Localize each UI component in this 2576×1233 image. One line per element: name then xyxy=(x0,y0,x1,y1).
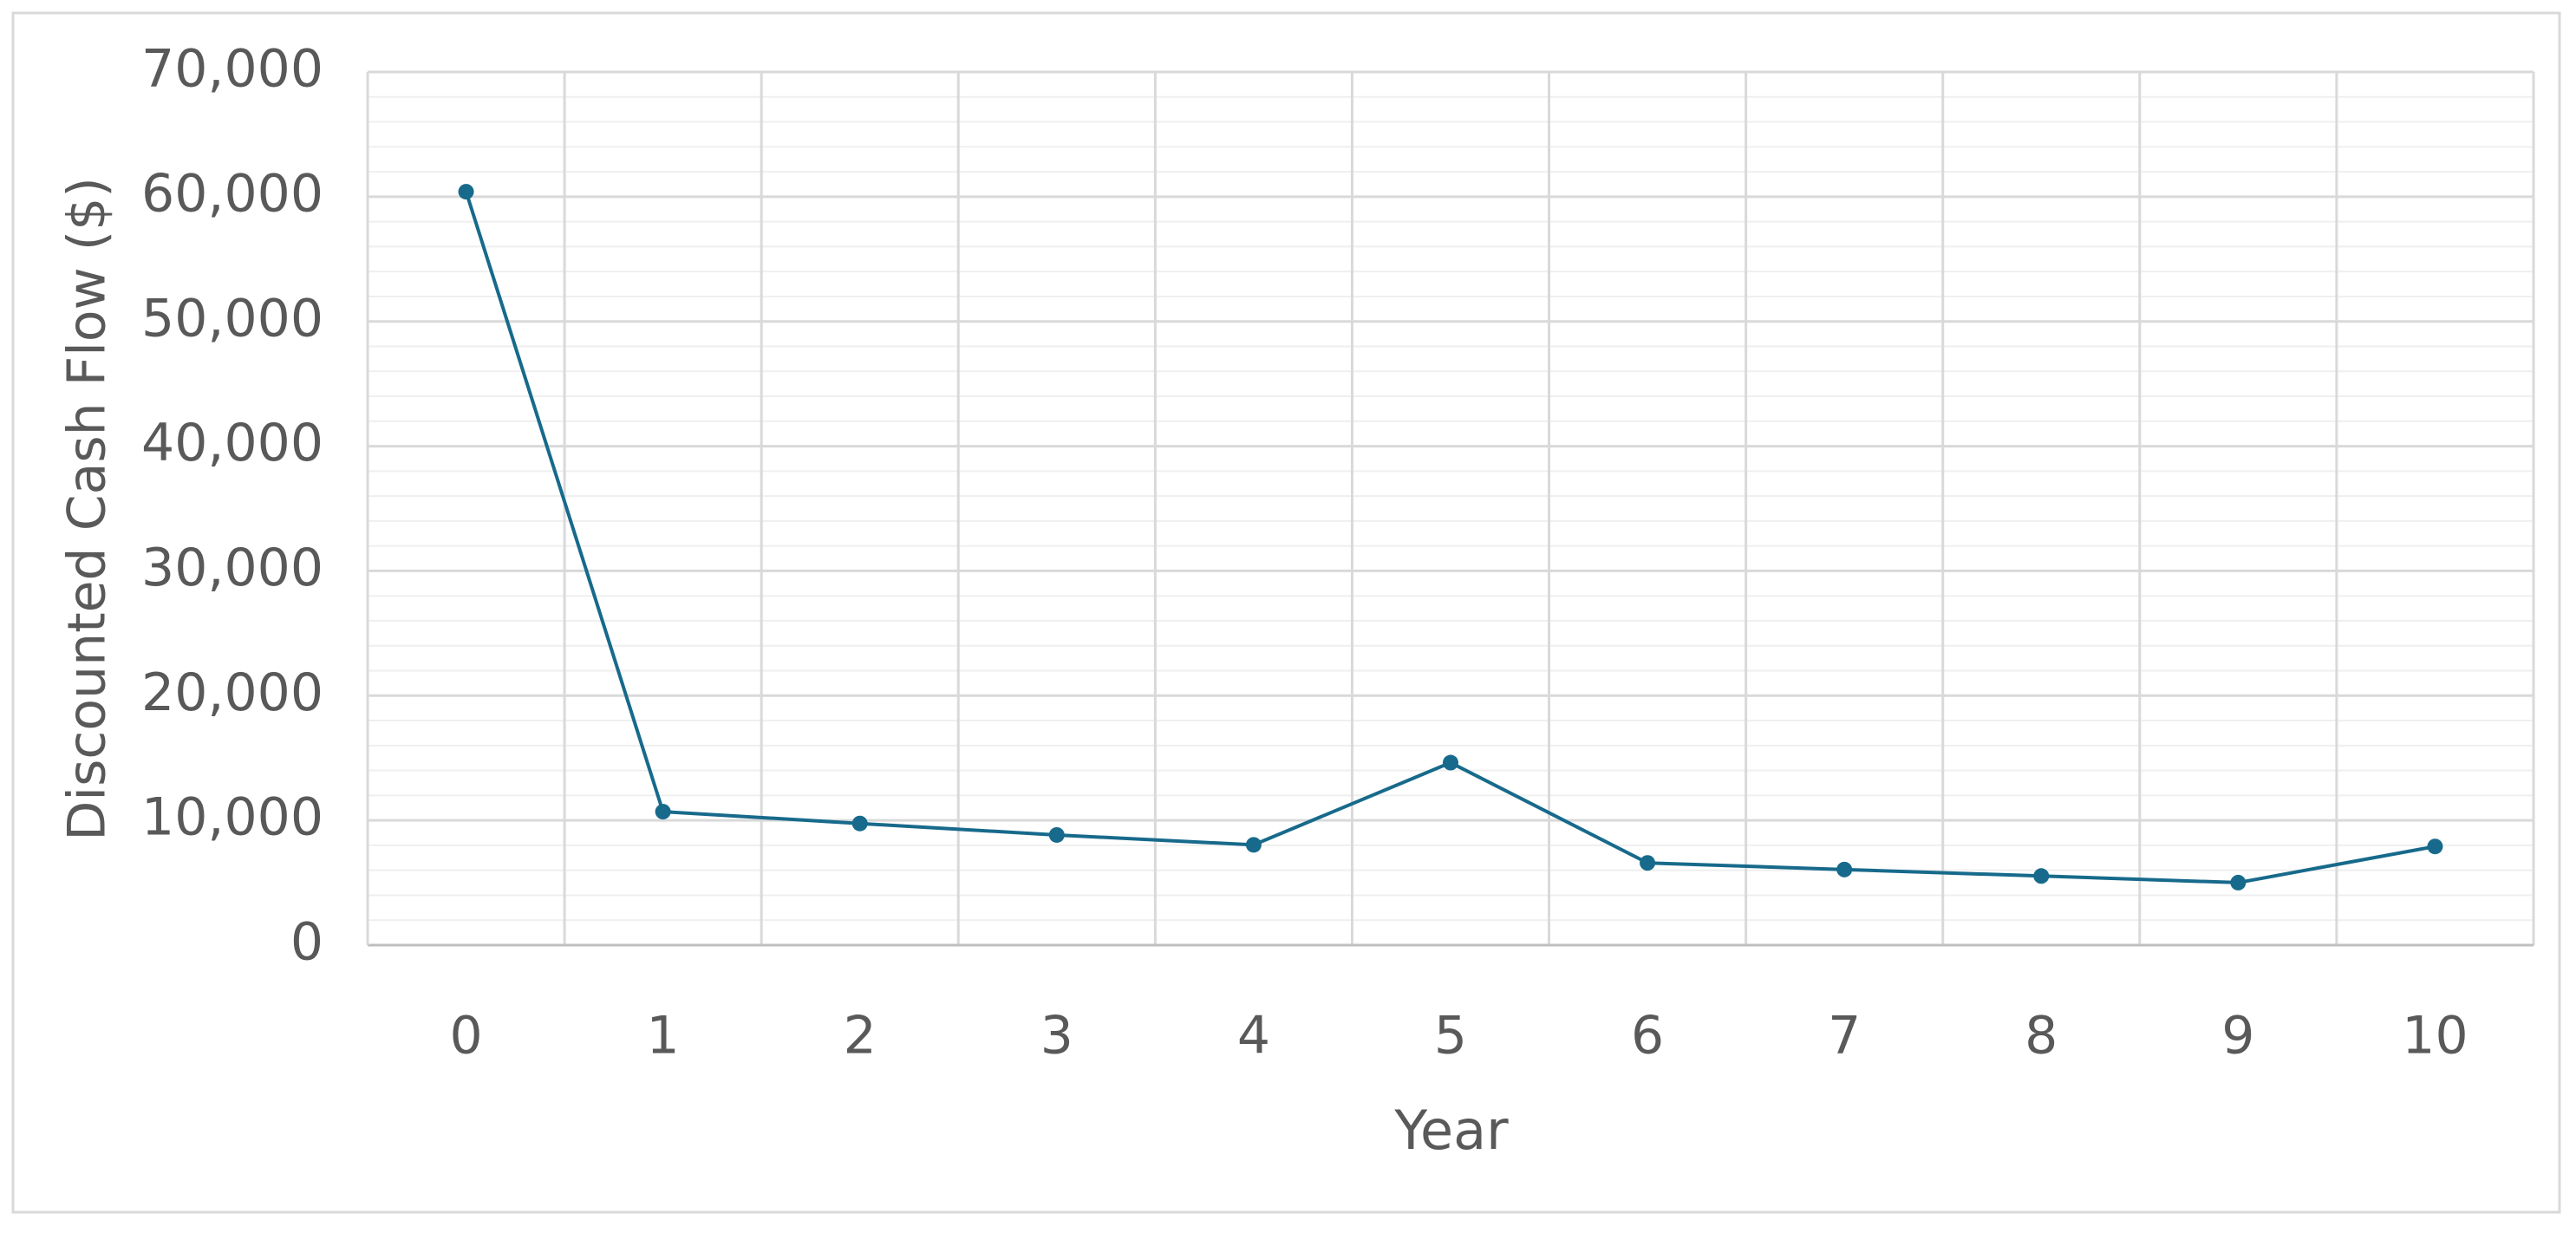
y-tick-label: 30,000 xyxy=(141,538,323,598)
x-tick-label: 0 xyxy=(449,1006,482,1067)
x-tick-label: 10 xyxy=(2402,1006,2468,1067)
x-tick-label: 8 xyxy=(2025,1006,2058,1067)
x-tick-label: 6 xyxy=(1631,1006,1664,1067)
x-tick-label: 7 xyxy=(1828,1006,1861,1067)
x-tick-label: 5 xyxy=(1434,1006,1467,1067)
data-point xyxy=(1836,861,1853,877)
data-point xyxy=(1245,837,1262,853)
data-point xyxy=(2230,874,2247,890)
y-tick-label: 20,000 xyxy=(141,662,323,723)
y-tick-label: 10,000 xyxy=(141,787,323,848)
y-tick-label: 50,000 xyxy=(141,288,323,349)
data-point xyxy=(1640,855,1656,871)
data-point xyxy=(1443,754,1458,771)
data-point xyxy=(655,804,671,820)
x-tick-label: 1 xyxy=(647,1006,680,1067)
x-tick-label: 2 xyxy=(844,1006,877,1067)
data-point xyxy=(2427,838,2443,855)
data-point xyxy=(2033,868,2050,884)
y-tick-label: 60,000 xyxy=(141,163,323,224)
x-tick-label: 3 xyxy=(1040,1006,1073,1067)
data-point xyxy=(851,815,868,832)
data-point xyxy=(1048,826,1065,843)
x-tick-label: 9 xyxy=(2221,1006,2254,1067)
x-tick-label: 4 xyxy=(1237,1006,1270,1067)
x-axis-title: Year xyxy=(1393,1099,1509,1162)
y-axis-title: Discounted Cash Flow ($) xyxy=(57,177,118,841)
data-point xyxy=(458,184,474,200)
y-tick-label: 70,000 xyxy=(141,39,323,100)
y-tick-label: 0 xyxy=(290,912,323,973)
y-tick-label: 40,000 xyxy=(141,413,323,473)
chart-border xyxy=(11,11,2561,1214)
